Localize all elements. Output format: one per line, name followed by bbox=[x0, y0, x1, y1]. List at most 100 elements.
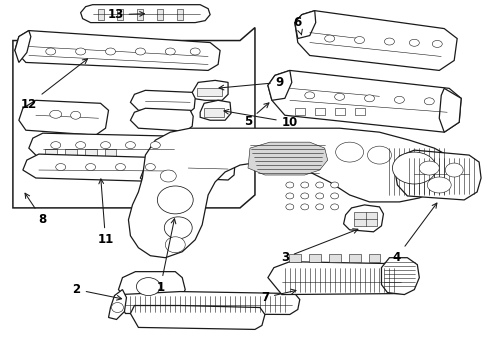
Ellipse shape bbox=[365, 95, 374, 102]
Text: 1: 1 bbox=[156, 219, 176, 294]
Polygon shape bbox=[197, 88, 222, 96]
Polygon shape bbox=[200, 100, 231, 120]
Bar bbox=[137, 9, 144, 20]
Ellipse shape bbox=[355, 37, 365, 44]
Polygon shape bbox=[19, 100, 108, 135]
Polygon shape bbox=[382, 258, 419, 294]
Polygon shape bbox=[81, 5, 210, 23]
Polygon shape bbox=[85, 149, 97, 158]
Polygon shape bbox=[29, 133, 183, 162]
Bar bbox=[315, 108, 325, 115]
Ellipse shape bbox=[331, 204, 339, 210]
Ellipse shape bbox=[432, 40, 442, 48]
Ellipse shape bbox=[51, 141, 61, 149]
Ellipse shape bbox=[424, 98, 434, 105]
Polygon shape bbox=[309, 254, 321, 262]
Polygon shape bbox=[204, 108, 224, 117]
Ellipse shape bbox=[331, 193, 339, 199]
Polygon shape bbox=[295, 11, 316, 39]
Polygon shape bbox=[192, 80, 228, 100]
Polygon shape bbox=[268, 71, 292, 100]
Polygon shape bbox=[23, 154, 182, 182]
Polygon shape bbox=[343, 205, 384, 232]
Polygon shape bbox=[248, 142, 328, 175]
Polygon shape bbox=[141, 162, 198, 188]
Polygon shape bbox=[394, 150, 481, 200]
Ellipse shape bbox=[165, 48, 175, 55]
Polygon shape bbox=[15, 31, 220, 71]
Ellipse shape bbox=[331, 182, 339, 188]
Polygon shape bbox=[119, 292, 300, 315]
Ellipse shape bbox=[301, 182, 309, 188]
Polygon shape bbox=[348, 254, 361, 262]
Ellipse shape bbox=[190, 48, 200, 55]
Polygon shape bbox=[368, 254, 380, 262]
Ellipse shape bbox=[136, 278, 160, 296]
Polygon shape bbox=[268, 262, 409, 294]
Ellipse shape bbox=[112, 302, 123, 312]
Text: 10: 10 bbox=[224, 109, 298, 129]
Polygon shape bbox=[128, 128, 449, 258]
Text: 11: 11 bbox=[98, 179, 114, 246]
Polygon shape bbox=[45, 149, 57, 158]
Ellipse shape bbox=[150, 141, 160, 149]
Polygon shape bbox=[119, 272, 185, 302]
Polygon shape bbox=[295, 11, 457, 71]
Ellipse shape bbox=[419, 161, 439, 175]
Ellipse shape bbox=[286, 193, 294, 199]
Polygon shape bbox=[130, 306, 265, 329]
Ellipse shape bbox=[445, 163, 463, 177]
Ellipse shape bbox=[86, 163, 96, 171]
Ellipse shape bbox=[165, 237, 185, 253]
Polygon shape bbox=[104, 149, 117, 158]
Polygon shape bbox=[175, 156, 235, 180]
Ellipse shape bbox=[286, 182, 294, 188]
Polygon shape bbox=[354, 212, 377, 226]
Bar bbox=[355, 108, 365, 115]
Ellipse shape bbox=[56, 163, 66, 171]
Bar bbox=[177, 9, 183, 20]
Ellipse shape bbox=[392, 152, 436, 184]
Ellipse shape bbox=[301, 204, 309, 210]
Polygon shape bbox=[130, 108, 193, 131]
Ellipse shape bbox=[385, 38, 394, 45]
Ellipse shape bbox=[316, 204, 324, 210]
Bar bbox=[118, 9, 123, 20]
Ellipse shape bbox=[125, 141, 135, 149]
Text: 3: 3 bbox=[281, 229, 358, 264]
Ellipse shape bbox=[301, 193, 309, 199]
Ellipse shape bbox=[325, 35, 335, 42]
Ellipse shape bbox=[100, 141, 111, 149]
Bar bbox=[295, 108, 305, 115]
Ellipse shape bbox=[316, 182, 324, 188]
Ellipse shape bbox=[116, 163, 125, 171]
Bar bbox=[157, 9, 163, 20]
Polygon shape bbox=[289, 254, 301, 262]
Ellipse shape bbox=[335, 93, 344, 100]
Text: 2: 2 bbox=[73, 283, 122, 300]
Ellipse shape bbox=[427, 177, 451, 193]
Text: 6: 6 bbox=[294, 16, 302, 35]
Text: 13: 13 bbox=[107, 8, 145, 21]
Polygon shape bbox=[268, 71, 461, 132]
Ellipse shape bbox=[305, 92, 315, 99]
Text: 4: 4 bbox=[392, 203, 437, 264]
Ellipse shape bbox=[46, 48, 56, 55]
Ellipse shape bbox=[71, 111, 81, 119]
Ellipse shape bbox=[75, 141, 86, 149]
Ellipse shape bbox=[157, 186, 193, 214]
Text: 12: 12 bbox=[21, 59, 88, 111]
Ellipse shape bbox=[146, 163, 155, 171]
Text: 7: 7 bbox=[261, 289, 296, 304]
Ellipse shape bbox=[164, 217, 192, 239]
Ellipse shape bbox=[105, 48, 116, 55]
Ellipse shape bbox=[160, 170, 176, 182]
Ellipse shape bbox=[50, 110, 62, 118]
Text: 5: 5 bbox=[244, 103, 269, 128]
Polygon shape bbox=[108, 289, 126, 319]
Polygon shape bbox=[130, 90, 195, 113]
Ellipse shape bbox=[316, 193, 324, 199]
Polygon shape bbox=[329, 254, 341, 262]
Text: 9: 9 bbox=[219, 76, 284, 90]
Bar bbox=[98, 9, 103, 20]
